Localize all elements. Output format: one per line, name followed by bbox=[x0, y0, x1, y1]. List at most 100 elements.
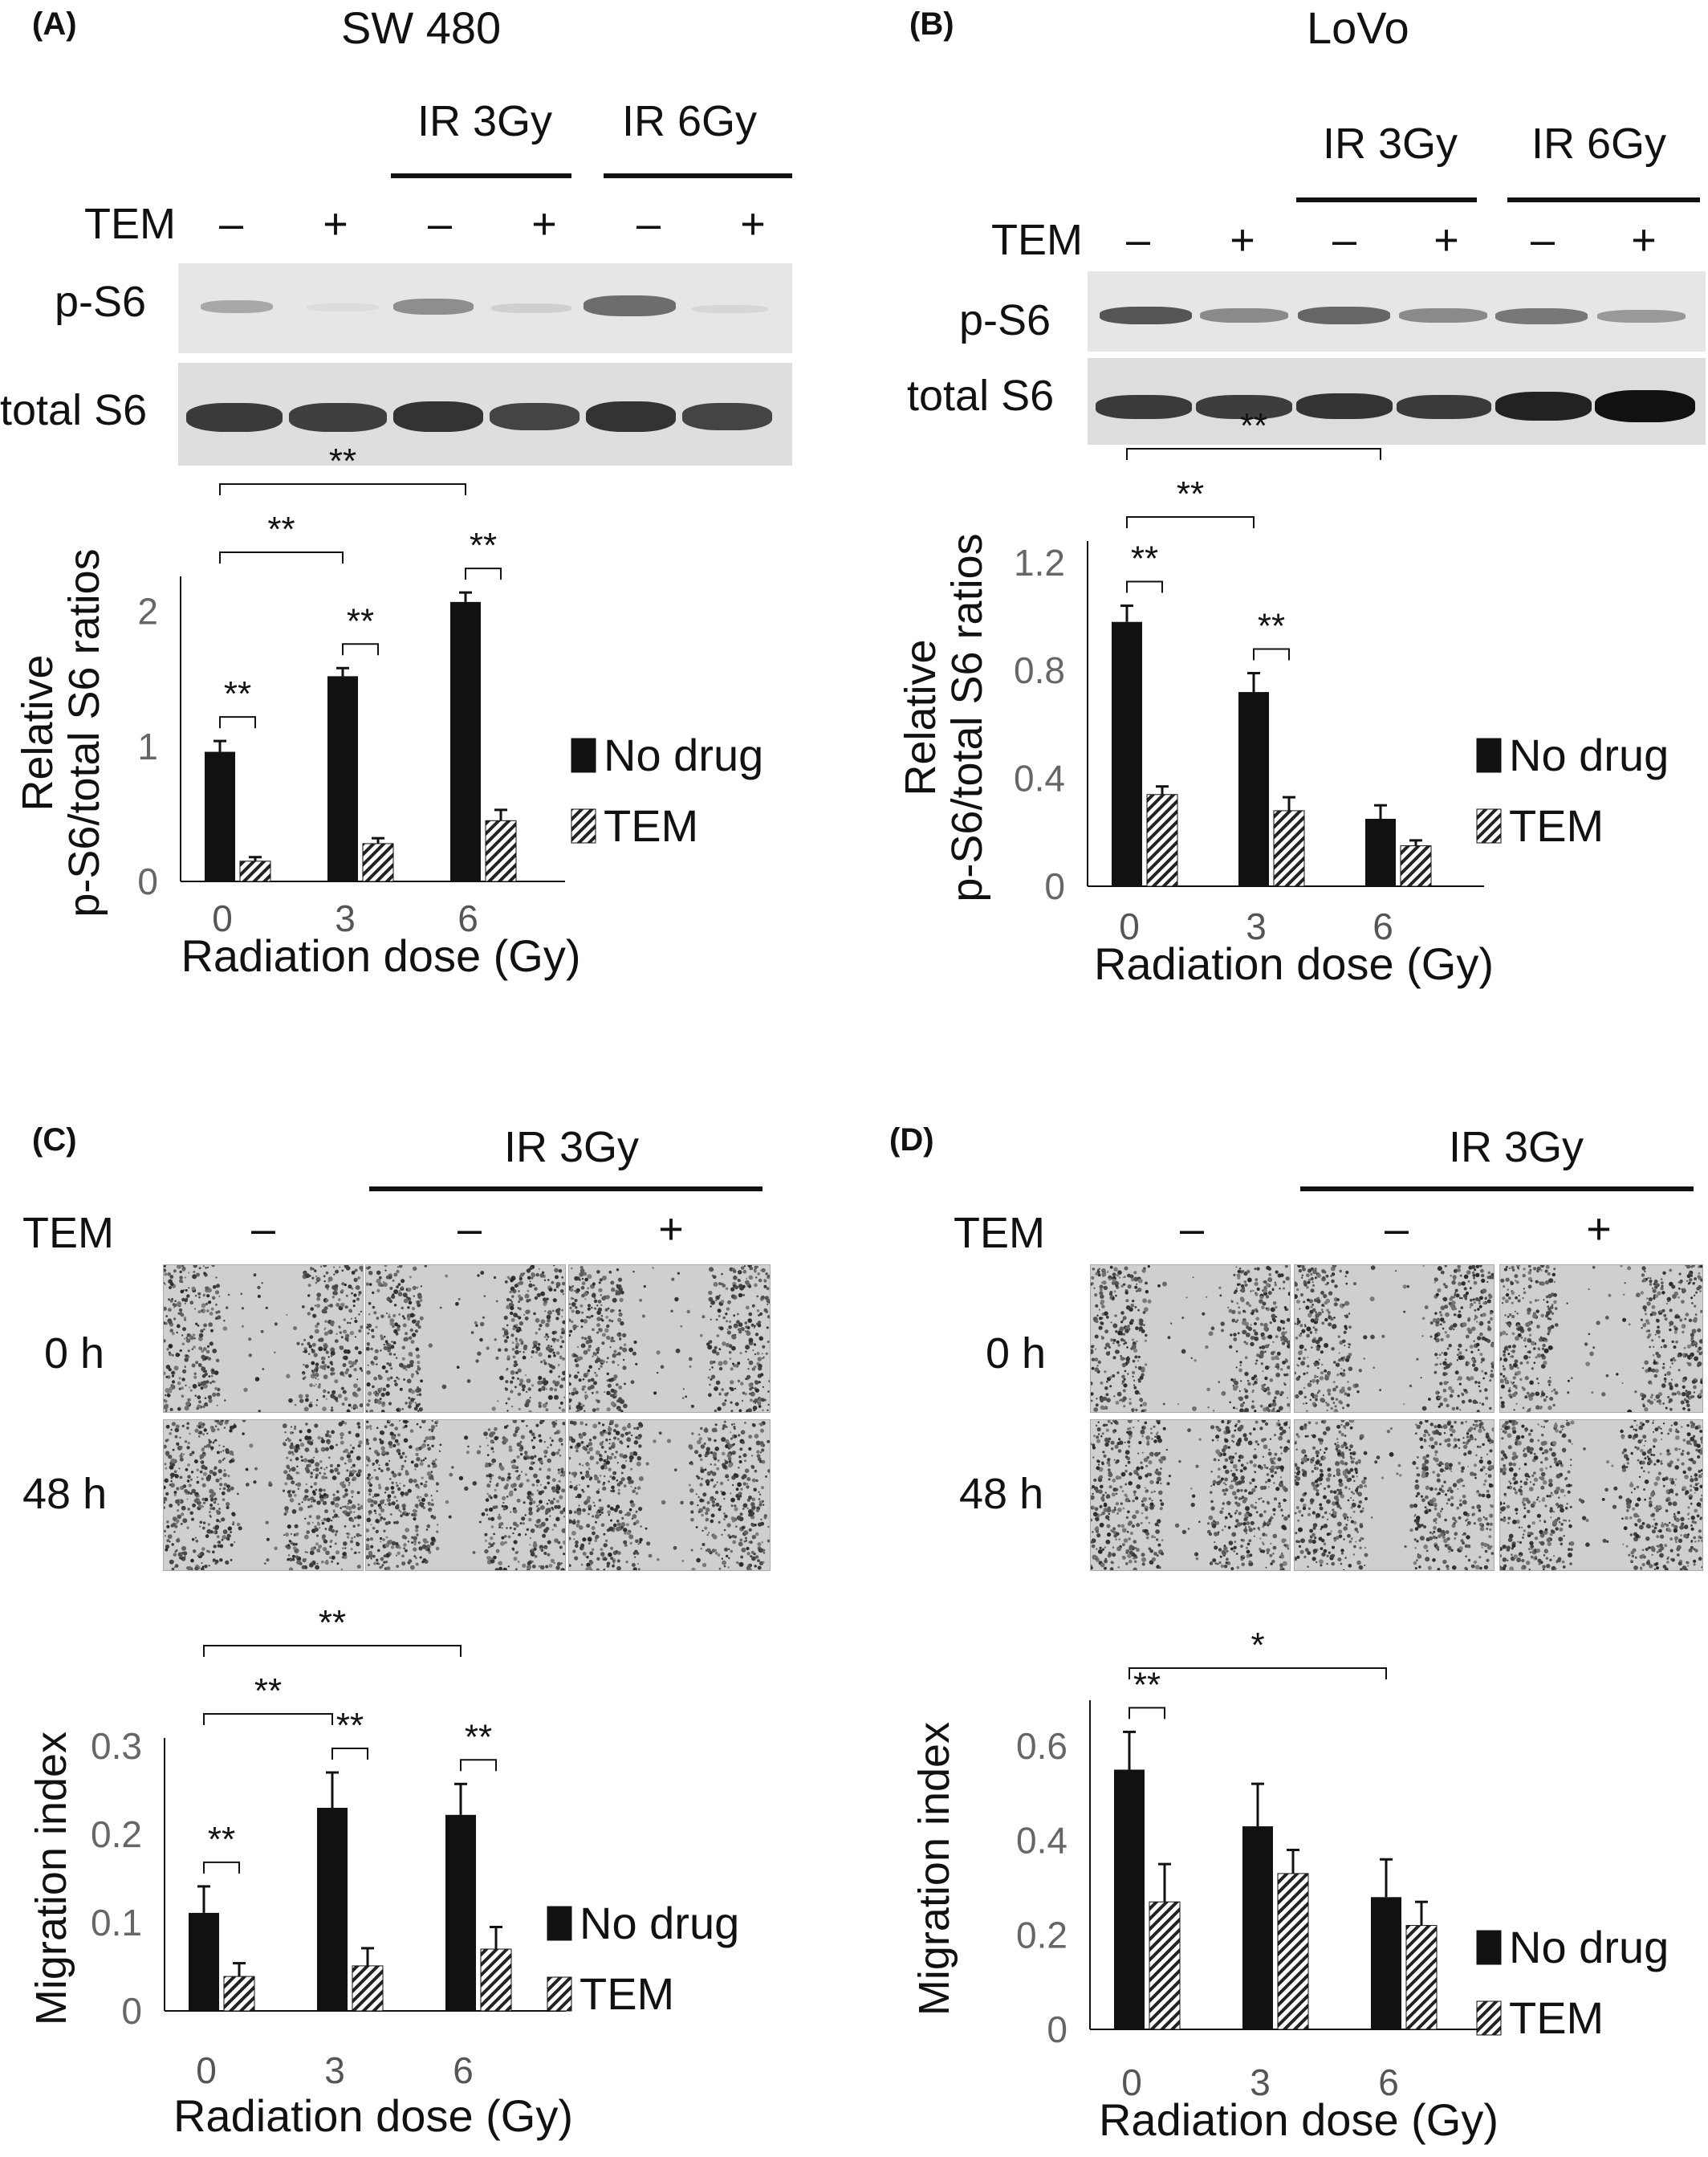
bar-no-drug bbox=[1238, 692, 1269, 886]
x-tick-label: 3 bbox=[335, 897, 356, 939]
y-axis-label: Migration index bbox=[27, 1732, 75, 2025]
y-tick-label: 0 bbox=[1044, 865, 1065, 907]
x-tick-label: 6 bbox=[453, 2049, 474, 2091]
panel-b-ir3-label: IR 3Gy bbox=[1323, 120, 1458, 168]
y-axis-label: Relative bbox=[14, 654, 62, 811]
bar-tem bbox=[1277, 1873, 1309, 2030]
significance-bracket bbox=[1126, 516, 1255, 528]
significance-label: ** bbox=[208, 1820, 235, 1859]
significance-label: ** bbox=[319, 1603, 346, 1642]
legend-swatch-tem bbox=[1476, 2000, 1502, 2036]
x-tick-label: 6 bbox=[1378, 2061, 1399, 2103]
x-axis-label: Radiation dose (Gy) bbox=[1094, 938, 1494, 989]
significance-label: ** bbox=[224, 674, 251, 714]
bar-tem bbox=[485, 820, 517, 882]
y-axis-label: Migration index bbox=[910, 1722, 958, 2016]
significance-label: ** bbox=[267, 510, 295, 549]
panel-d-tem-label: TEM bbox=[954, 1209, 1045, 1257]
x-tick-label: 6 bbox=[458, 897, 478, 939]
x-tick-label: 0 bbox=[212, 897, 233, 939]
panel-d-image-48h-ir bbox=[1294, 1419, 1494, 1571]
bar-tem bbox=[1146, 794, 1178, 887]
legend-label: No drug bbox=[580, 1898, 739, 1948]
x-tick-label: 0 bbox=[196, 2049, 217, 2091]
bar-tem bbox=[1273, 810, 1305, 887]
significance-bracket bbox=[219, 716, 256, 729]
bar-no-drug bbox=[189, 1912, 219, 2011]
panel-a-sign: + bbox=[323, 200, 348, 248]
panel-b-ir3-bar bbox=[1296, 197, 1477, 202]
y-axis-label: p-S6/total S6 ratios bbox=[943, 533, 991, 901]
x-axis-label: Radiation dose (Gy) bbox=[181, 930, 580, 981]
panel-b-sign: + bbox=[1230, 216, 1255, 264]
y-tick-label: 0 bbox=[121, 1990, 142, 2032]
panel-a-ps6-label: p-S6 bbox=[55, 278, 147, 326]
panel-a-sign: – bbox=[218, 200, 244, 248]
bar-no-drug bbox=[1114, 1769, 1145, 2029]
significance-label: ** bbox=[470, 526, 497, 565]
panel-c-image-0h-ir-tem bbox=[568, 1264, 771, 1413]
panel-c-ir3-bar bbox=[369, 1186, 762, 1191]
x-tick-label: 0 bbox=[1119, 906, 1140, 947]
y-tick-label: 0.6 bbox=[1016, 1725, 1068, 1767]
significance-bracket bbox=[203, 1861, 240, 1874]
bar-tem bbox=[1149, 1901, 1181, 2030]
y-axis-label: Relative bbox=[897, 639, 945, 796]
panel-d-ir3-bar bbox=[1300, 1186, 1694, 1191]
panel-b-sign: – bbox=[1125, 216, 1151, 264]
bar-no-drug bbox=[317, 1808, 348, 2011]
significance-bracket bbox=[460, 1759, 497, 1772]
bar-tem bbox=[1405, 1925, 1438, 2030]
panel-a-label: (A) bbox=[32, 6, 77, 42]
panel-a-ps6-blot bbox=[178, 263, 792, 353]
panel-d-image-48h-ir-tem bbox=[1499, 1419, 1703, 1571]
panel-d-label: (D) bbox=[889, 1122, 934, 1158]
significance-label: ** bbox=[329, 442, 356, 481]
significance-bracket bbox=[1126, 580, 1163, 593]
significance-label: ** bbox=[1131, 539, 1158, 579]
legend-label: No drug bbox=[1509, 730, 1669, 780]
y-tick-label: 0.1 bbox=[91, 1902, 142, 1943]
panel-c-image-48h-ir bbox=[365, 1419, 566, 1571]
significance-label: ** bbox=[465, 1717, 492, 1756]
y-axis-label: p-S6/total S6 ratios bbox=[60, 548, 108, 917]
panel-b-sign: – bbox=[1332, 216, 1357, 264]
panel-b-ir6-bar bbox=[1507, 197, 1700, 202]
significance-bracket bbox=[1128, 1667, 1387, 1679]
y-tick-label: 0.2 bbox=[91, 1813, 142, 1855]
bar-no-drug bbox=[327, 676, 358, 881]
legend-label: No drug bbox=[604, 730, 763, 780]
panel-b-sign: + bbox=[1631, 216, 1657, 264]
panel-a-sign: – bbox=[636, 200, 661, 248]
y-tick-label: 0.8 bbox=[1014, 649, 1065, 691]
legend-label: TEM bbox=[604, 800, 698, 851]
panel-c-chart: 0 0.1 0.2 0.3 0 3 6 ** ** ** ** ** Radiation dose (G… bbox=[27, 1603, 739, 2141]
legend-swatch-tem bbox=[547, 1976, 572, 2012]
significance-bracket bbox=[219, 551, 344, 564]
x-tick-label: 6 bbox=[1372, 906, 1393, 947]
bar-tem bbox=[239, 861, 271, 882]
legend-swatch-no-drug bbox=[547, 1906, 572, 1941]
x-axis-label: Radiation dose (Gy) bbox=[173, 2090, 573, 2141]
panel-a-ir3-bar bbox=[391, 173, 571, 178]
significance-bracket bbox=[1126, 448, 1381, 460]
panel-b-totals6-blot bbox=[1088, 358, 1706, 445]
y-tick-label: 0 bbox=[137, 861, 158, 902]
bar-no-drug bbox=[1371, 1897, 1401, 2029]
legend-swatch-no-drug bbox=[1476, 1930, 1502, 1965]
panel-d-sign: – bbox=[1179, 1205, 1205, 1253]
bar-tem bbox=[480, 1948, 512, 2012]
panel-a-sign: + bbox=[740, 200, 766, 248]
panel-b-ir6-label: IR 6Gy bbox=[1531, 120, 1667, 168]
panel-c-image-0h-ir bbox=[365, 1264, 566, 1413]
significance-label: ** bbox=[1258, 607, 1285, 646]
significance-label: * bbox=[1250, 1626, 1264, 1665]
bar-no-drug bbox=[205, 751, 235, 881]
significance-bracket bbox=[331, 1748, 368, 1760]
y-tick-label: 0 bbox=[1047, 2008, 1068, 2050]
panel-b-totals6-label: total S6 bbox=[907, 372, 1055, 420]
x-tick-label: 3 bbox=[1250, 2061, 1271, 2103]
significance-label: ** bbox=[347, 601, 374, 641]
panel-d-ir3-label: IR 3Gy bbox=[1449, 1123, 1584, 1171]
panel-a-title: SW 480 bbox=[341, 2, 502, 53]
